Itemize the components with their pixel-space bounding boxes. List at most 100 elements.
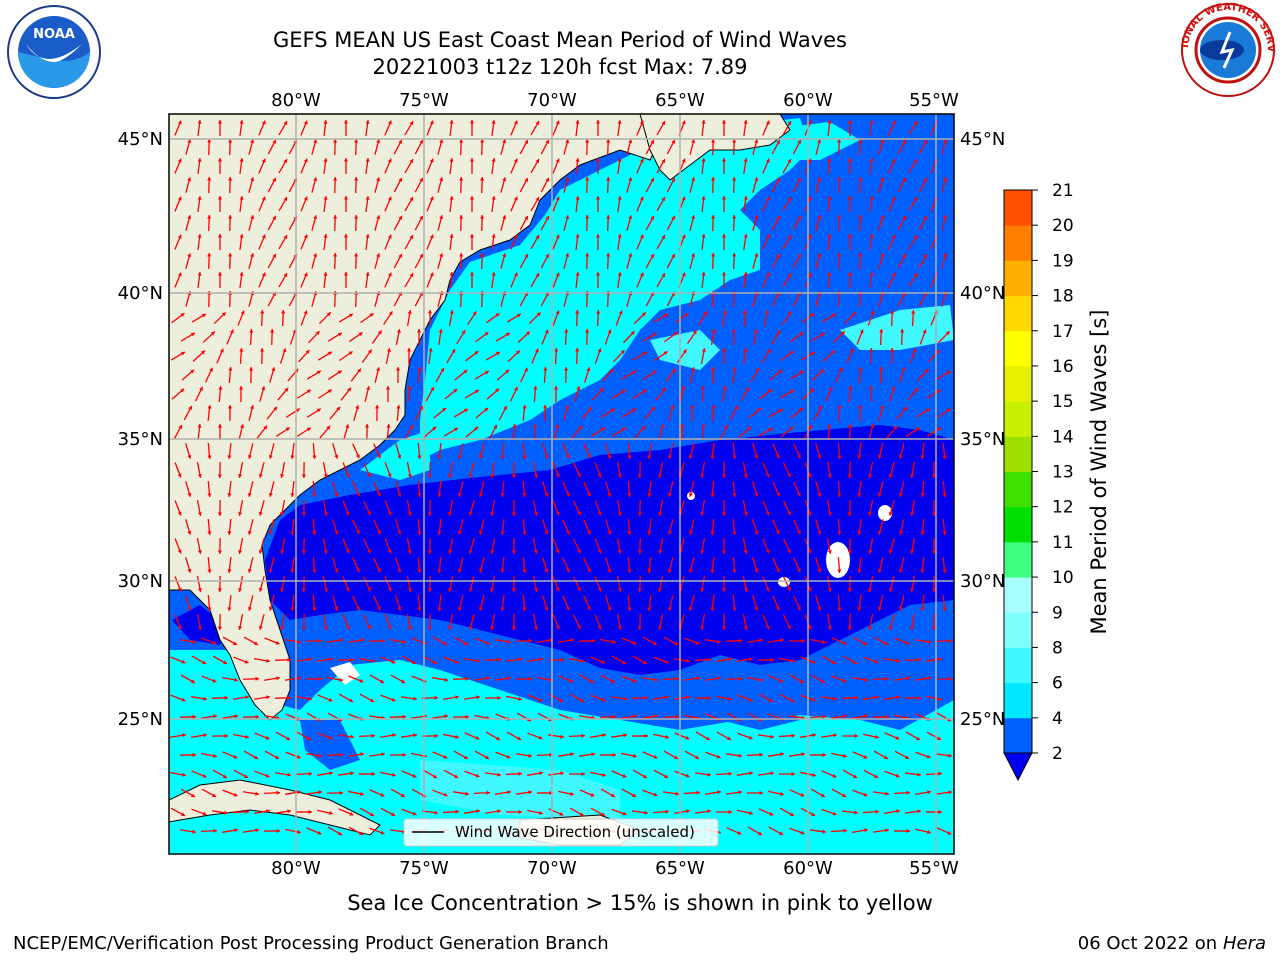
wave-arrow — [406, 538, 412, 554]
wave-arrow — [705, 639, 721, 644]
wave-arrow — [484, 809, 502, 814]
wave-arrow — [485, 731, 501, 741]
wave-arrow — [782, 234, 792, 250]
wave-arrow — [227, 480, 232, 498]
wave-arrow — [190, 733, 208, 738]
wave-arrow — [732, 366, 737, 384]
wave-arrow — [552, 272, 560, 288]
wave-arrow — [574, 386, 581, 402]
wave-arrow — [227, 518, 232, 536]
period-lt2-band — [265, 425, 954, 675]
wave-arrow — [872, 791, 890, 796]
wave-arrow — [835, 367, 843, 383]
wave-arrow — [647, 442, 652, 460]
wave-arrow — [762, 120, 770, 136]
wave-arrow — [491, 119, 496, 137]
wave-arrow — [305, 753, 323, 758]
wave-arrow — [180, 788, 196, 798]
wave-arrow — [743, 233, 748, 251]
wave-arrow — [317, 809, 333, 815]
wave-arrow — [401, 655, 417, 665]
wave-arrow — [364, 386, 371, 402]
wave-arrow — [484, 772, 502, 777]
wave-arrow — [782, 158, 792, 174]
lon-label-bottom: 55°W — [909, 858, 959, 879]
wave-arrow — [919, 329, 927, 345]
wave-arrow — [772, 595, 780, 611]
wave-arrow — [918, 139, 928, 155]
wave-arrow — [780, 350, 794, 362]
wave-arrow — [825, 386, 833, 402]
wave-arrow — [793, 443, 801, 459]
wave-arrow — [547, 734, 565, 739]
wave-arrow — [247, 595, 254, 611]
wave-arrow — [510, 120, 518, 136]
wave-arrow — [468, 500, 475, 516]
wave-arrow — [732, 176, 737, 194]
wave-arrow — [783, 538, 791, 554]
wave-arrow — [743, 119, 748, 137]
wave-arrow — [742, 576, 748, 592]
wave-arrow — [433, 407, 447, 419]
wave-arrow — [941, 215, 948, 231]
wave-arrow — [636, 272, 644, 288]
colorbar-label: Mean Period of Wind Waves [s] — [1087, 310, 1111, 635]
colorbar-segment — [1004, 295, 1032, 332]
wave-arrow — [373, 557, 381, 573]
colorbar-tick-label: 8 — [1052, 638, 1063, 658]
wave-arrow — [700, 462, 706, 478]
wave-arrow — [694, 657, 712, 662]
wave-arrow — [169, 733, 187, 738]
wave-arrow — [311, 139, 318, 155]
wave-arrow — [645, 177, 655, 193]
wave-arrow — [442, 809, 460, 814]
colorbar-tick-label: 13 — [1052, 463, 1074, 483]
wave-arrow — [847, 461, 852, 479]
wave-arrow — [459, 176, 464, 194]
lon-label-bottom: 70°W — [527, 858, 577, 879]
wave-arrow — [480, 252, 485, 270]
wave-arrow — [404, 234, 414, 250]
wave-arrow — [752, 595, 759, 611]
wave-arrow — [327, 332, 343, 342]
wave-arrow — [258, 538, 265, 554]
wave-arrow — [475, 331, 489, 343]
wave-arrow — [658, 576, 664, 592]
wave-arrow — [810, 788, 826, 798]
wave-arrow — [809, 829, 827, 834]
wave-arrow — [610, 696, 628, 701]
wave-arrow — [936, 370, 952, 380]
lat-label-right: 45°N — [960, 129, 1005, 150]
wave-arrow — [852, 636, 868, 646]
wave-arrow — [217, 233, 223, 251]
lon-label-top: 60°W — [783, 90, 833, 111]
wave-arrow — [468, 614, 475, 630]
wave-arrow — [498, 405, 508, 421]
wave-arrow — [369, 789, 385, 797]
wave-arrow — [196, 462, 202, 478]
wave-arrow — [590, 694, 606, 702]
colorbar-tick-label: 21 — [1052, 181, 1074, 201]
wave-arrow — [427, 310, 433, 326]
wave-arrow — [746, 638, 764, 643]
wave-arrow — [674, 732, 690, 740]
wave-arrow — [197, 423, 202, 441]
wave-arrow — [426, 120, 434, 136]
wave-arrow — [573, 614, 581, 630]
wave-arrow — [278, 120, 288, 136]
wave-arrow — [542, 443, 549, 459]
wave-arrow — [827, 233, 832, 251]
wave-arrow — [301, 537, 306, 555]
wave-arrow — [432, 789, 448, 797]
wave-arrow — [185, 177, 192, 193]
wave-arrow — [280, 576, 286, 592]
wave-arrow — [606, 176, 611, 194]
wave-arrow — [732, 214, 737, 232]
wave-arrow — [942, 594, 947, 612]
wave-arrow — [863, 656, 879, 664]
wave-arrow — [621, 675, 637, 683]
wave-arrow — [700, 385, 706, 403]
wave-arrow — [185, 443, 192, 459]
wave-arrow — [222, 789, 238, 797]
wave-arrow — [343, 119, 349, 137]
